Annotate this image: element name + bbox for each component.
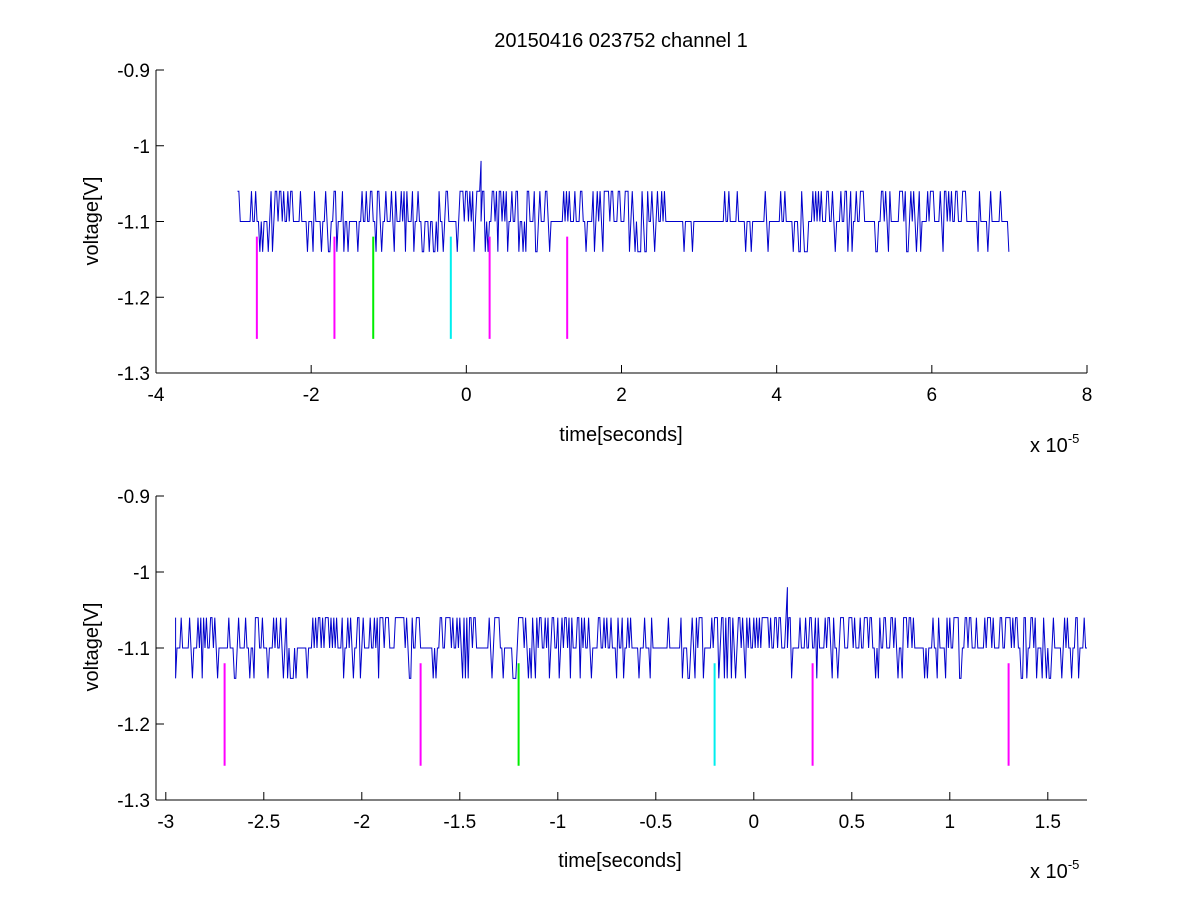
bottom-trace-layer bbox=[175, 587, 1087, 679]
top-y-tick-label: -0.9 bbox=[117, 61, 150, 82]
top-y-tick-label: -1.3 bbox=[117, 364, 150, 385]
top-x-multiplier-exponent: -5 bbox=[1068, 431, 1080, 446]
figure-title: 20150416 023752 channel 1 bbox=[494, 30, 748, 52]
top-x-tick-label: -2 bbox=[303, 385, 320, 406]
top-trace-layer bbox=[237, 160, 1010, 253]
bottom-x-tick-label: -1 bbox=[549, 812, 566, 833]
top-y-tick-label: -1.2 bbox=[117, 288, 150, 309]
top-x-tick-label: -4 bbox=[148, 385, 165, 406]
bottom-voltage-trace bbox=[175, 587, 1087, 679]
bottom-y-tick-label: -1.3 bbox=[117, 791, 150, 812]
top-y-axis-label: voltage[V] bbox=[81, 177, 103, 266]
top-x-axis-label: time[seconds] bbox=[559, 424, 682, 446]
bottom-x-tick-label: 1 bbox=[945, 812, 956, 833]
bottom-y-tick-label: -1.1 bbox=[117, 639, 150, 660]
top-x-tick-label: 8 bbox=[1082, 385, 1093, 406]
bottom-x-tick-label: 0 bbox=[749, 812, 760, 833]
bottom-x-multiplier: x 10-5 bbox=[1030, 857, 1079, 883]
bottom-x-axis-label: time[seconds] bbox=[558, 850, 681, 872]
top-y-tick-label: -1.1 bbox=[117, 213, 150, 234]
bottom-x-tick-label: -0.5 bbox=[639, 812, 672, 833]
bottom-x-tick-label: 1.5 bbox=[1035, 812, 1061, 833]
bottom-x-tick-label: -3 bbox=[157, 812, 174, 833]
bottom-x-multiplier-exponent: -5 bbox=[1068, 857, 1080, 872]
top-x-tick-label: 2 bbox=[616, 385, 627, 406]
bottom-subplot: -3 -2.5 -2 -1.5 -1 -0.5 0 0.5 1 1.5 -0.9 -1 -1.1 -1.2… bbox=[81, 487, 1087, 883]
bottom-x-multiplier-base: x 10 bbox=[1030, 861, 1068, 883]
top-ticks: -4 -2 0 2 4 6 8 -0.9 -1 -1.1 -1.2 -1.3 bbox=[117, 61, 1092, 406]
bottom-x-tick-label: -1.5 bbox=[443, 812, 476, 833]
bottom-y-tick-label: -0.9 bbox=[117, 487, 150, 508]
top-y-tick-label: -1 bbox=[133, 137, 150, 158]
top-x-tick-label: 0 bbox=[461, 385, 472, 406]
top-x-tick-label: 4 bbox=[771, 385, 782, 406]
bottom-x-tick-label: 0.5 bbox=[839, 812, 865, 833]
top-x-tick-label: 6 bbox=[927, 385, 938, 406]
bottom-y-axis-label: voltage[V] bbox=[81, 603, 103, 692]
top-subplot: -4 -2 0 2 4 6 8 -0.9 -1 -1.1 -1.2 -1.3 time[seconds… bbox=[81, 61, 1092, 457]
bottom-y-tick-label: -1.2 bbox=[117, 715, 150, 736]
bottom-x-tick-label: -2 bbox=[353, 812, 370, 833]
top-x-multiplier: x 10-5 bbox=[1030, 431, 1079, 457]
bottom-y-tick-label: -1 bbox=[133, 563, 150, 584]
bottom-marker-layer bbox=[223, 663, 1010, 766]
bottom-ticks: -3 -2.5 -2 -1.5 -1 -0.5 0 0.5 1 1.5 -0.9 -1 -1.1 -1.2… bbox=[117, 487, 1061, 833]
top-voltage-trace bbox=[237, 160, 1010, 253]
top-marker-layer bbox=[255, 236, 569, 339]
bottom-x-tick-label: -2.5 bbox=[247, 812, 280, 833]
top-x-multiplier-base: x 10 bbox=[1030, 435, 1068, 457]
